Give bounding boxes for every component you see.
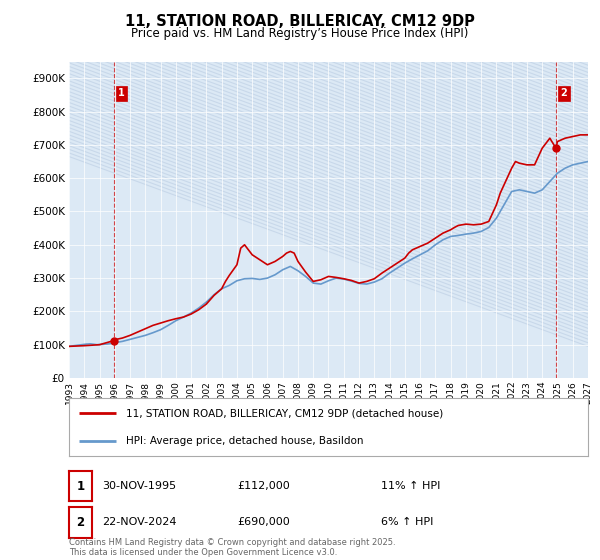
Text: Contains HM Land Registry data © Crown copyright and database right 2025.
This d: Contains HM Land Registry data © Crown c…	[69, 538, 395, 557]
Text: Price paid vs. HM Land Registry’s House Price Index (HPI): Price paid vs. HM Land Registry’s House …	[131, 27, 469, 40]
Text: 11% ↑ HPI: 11% ↑ HPI	[381, 481, 440, 491]
Text: 2: 2	[76, 516, 85, 529]
Text: £112,000: £112,000	[237, 481, 290, 491]
Text: 1: 1	[76, 479, 85, 493]
Text: 22-NOV-2024: 22-NOV-2024	[102, 517, 176, 528]
Text: £690,000: £690,000	[237, 517, 290, 528]
Text: 1: 1	[118, 88, 125, 98]
Text: 11, STATION ROAD, BILLERICAY, CM12 9DP: 11, STATION ROAD, BILLERICAY, CM12 9DP	[125, 14, 475, 29]
Text: 30-NOV-1995: 30-NOV-1995	[102, 481, 176, 491]
Text: 6% ↑ HPI: 6% ↑ HPI	[381, 517, 433, 528]
Text: HPI: Average price, detached house, Basildon: HPI: Average price, detached house, Basi…	[126, 436, 364, 446]
Text: 2: 2	[560, 88, 567, 98]
Text: 11, STATION ROAD, BILLERICAY, CM12 9DP (detached house): 11, STATION ROAD, BILLERICAY, CM12 9DP (…	[126, 408, 443, 418]
